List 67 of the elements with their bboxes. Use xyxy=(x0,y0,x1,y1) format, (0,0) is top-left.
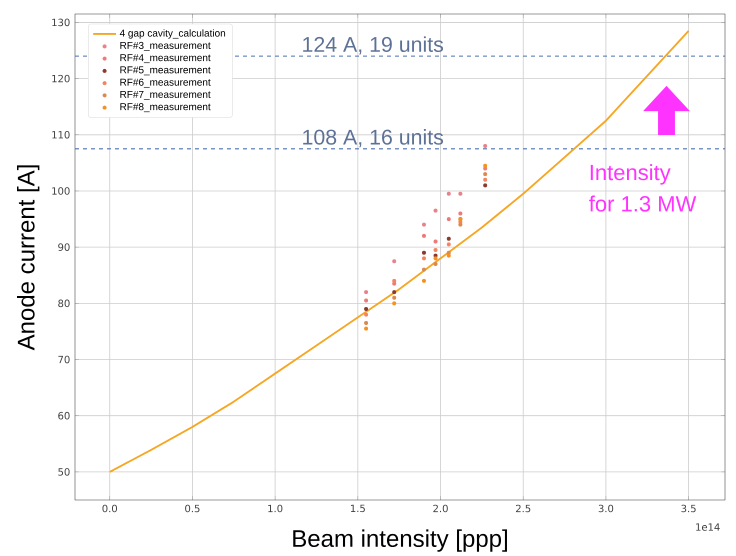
y-tick-label: 110 xyxy=(52,130,70,138)
point xyxy=(483,183,488,188)
point xyxy=(446,192,451,196)
x-tick-label: 0.0 xyxy=(102,504,118,512)
y-tick-label: 100 xyxy=(52,187,70,195)
point xyxy=(392,296,396,300)
text: 1e14 xyxy=(696,523,720,531)
point xyxy=(422,222,426,227)
point xyxy=(392,290,396,294)
legend-label: RF#4_measurement xyxy=(120,54,211,63)
x-tick-label: 2.0 xyxy=(433,504,448,512)
ref-line-label: 124 A, 19 units xyxy=(303,36,444,54)
point xyxy=(446,216,451,221)
point xyxy=(422,256,426,260)
x-axis-title: Beam intensity [ppp] xyxy=(293,529,507,552)
point xyxy=(364,320,368,325)
point xyxy=(434,248,438,252)
point xyxy=(434,239,438,244)
point xyxy=(446,253,451,258)
point xyxy=(422,278,426,283)
y-tick-label: 60 xyxy=(58,412,70,420)
annotation: for 1.3 MW xyxy=(589,195,696,212)
point xyxy=(458,192,462,196)
y-tick-label: 50 xyxy=(58,468,70,476)
point xyxy=(392,301,396,306)
point xyxy=(483,144,488,148)
point xyxy=(364,306,368,311)
legend-label: RF#3_measurement xyxy=(120,42,211,51)
point xyxy=(392,278,396,283)
y-tick-label: 70 xyxy=(58,356,70,364)
x-tick-label: 2.5 xyxy=(516,504,530,512)
x-tick-label: 3.5 xyxy=(681,504,696,512)
point xyxy=(364,326,368,331)
point xyxy=(446,236,451,241)
point xyxy=(434,208,438,213)
x-tick-label: 0.5 xyxy=(185,504,200,512)
point xyxy=(458,222,462,227)
legend-label: RF#7_measurement xyxy=(120,90,211,100)
annotation: Intensity xyxy=(590,164,671,185)
y-tick-label: 90 xyxy=(58,243,70,251)
point xyxy=(422,268,426,272)
point xyxy=(364,298,368,302)
ref-line-label: 108 A, 16 units xyxy=(303,128,444,148)
x-tick-label: 3.0 xyxy=(598,504,614,512)
point xyxy=(364,312,368,316)
point xyxy=(446,242,451,246)
x-tick-label: 1.0 xyxy=(268,504,282,512)
y-tick-label: 80 xyxy=(58,299,70,308)
point xyxy=(422,234,426,238)
legend-label: 4 gap cavity_calculation xyxy=(120,29,226,39)
x-tick-label: 1.5 xyxy=(350,504,365,512)
point xyxy=(434,256,438,260)
y-tick-label: 130 xyxy=(52,18,70,26)
point xyxy=(434,253,438,258)
y-axis-title: Anode current [A] xyxy=(17,165,40,350)
legend-label: RF#8_measurement xyxy=(120,103,211,112)
point xyxy=(483,172,488,176)
point xyxy=(392,259,396,264)
point xyxy=(434,262,438,266)
point xyxy=(458,211,462,216)
point xyxy=(483,178,488,182)
point xyxy=(364,290,368,294)
legend-label: RF#6_measurement xyxy=(120,78,211,88)
legend-label: RF#5_measurement xyxy=(120,66,211,76)
point xyxy=(422,250,426,255)
point xyxy=(483,164,488,168)
y-tick-label: 120 xyxy=(52,74,70,82)
